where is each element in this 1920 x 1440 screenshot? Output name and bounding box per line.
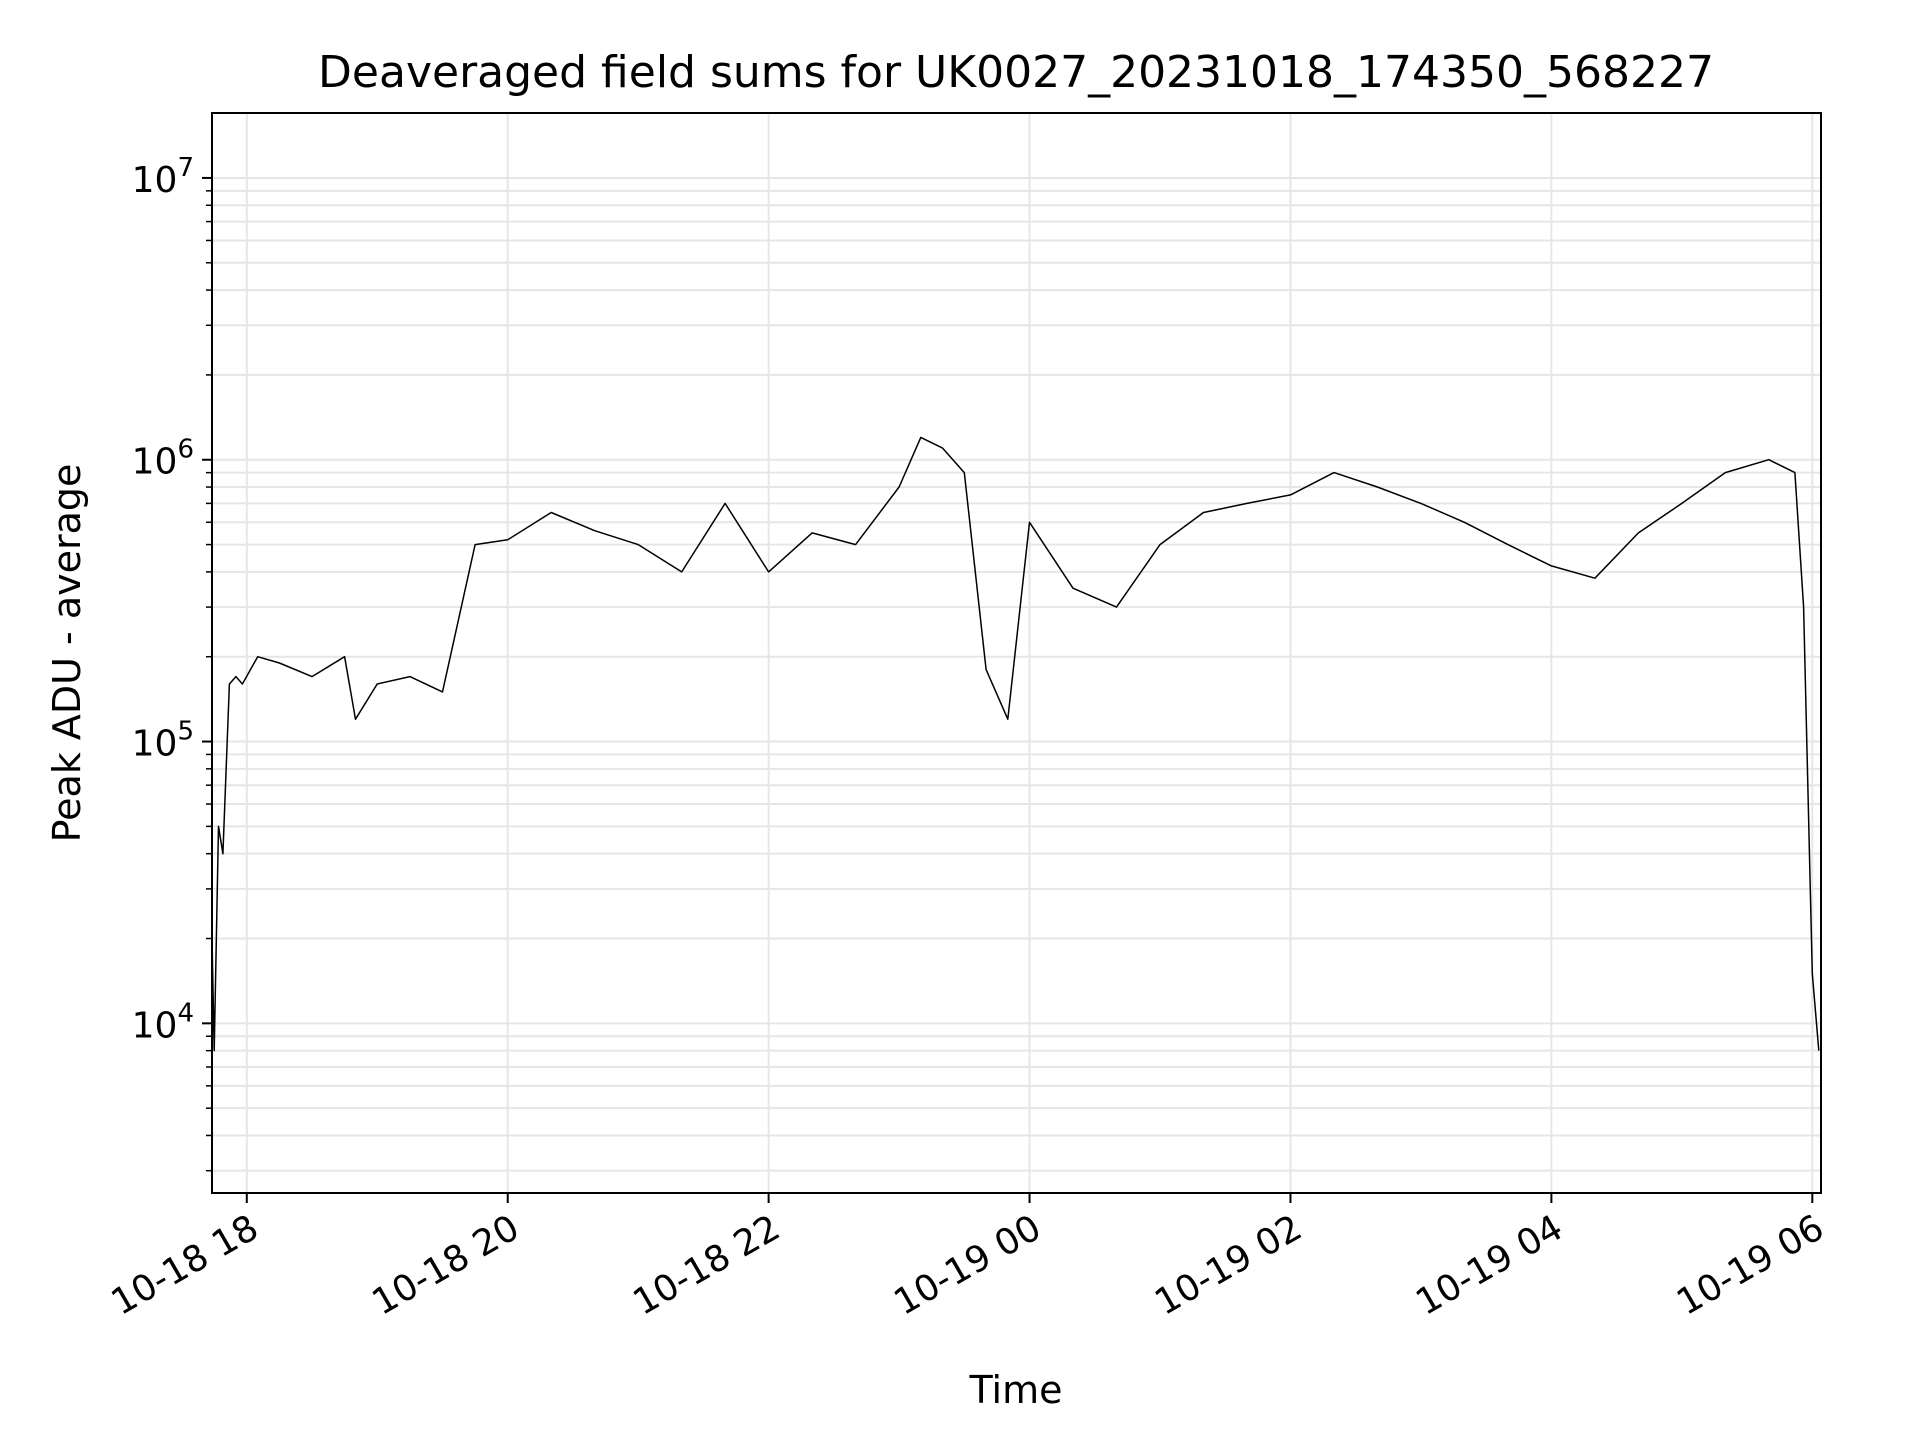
plot-frame	[211, 112, 1822, 1194]
series-line	[211, 436, 1820, 1052]
y-axis-label: Peak ADU - average	[45, 464, 89, 843]
chart-title: Deaveraged field sums for UK0027_2023101…	[318, 47, 1714, 98]
y-tick-label: 105	[132, 717, 194, 765]
x-axis-label: Time	[969, 1368, 1063, 1412]
y-tick-label: 106	[132, 435, 194, 483]
y-tick-label: 104	[132, 998, 194, 1046]
y-axis: 104 105 106 107	[132, 153, 212, 1172]
series-trace	[211, 436, 1820, 1052]
gridlines	[212, 113, 1821, 1193]
y-tick-label: 107	[132, 153, 194, 201]
